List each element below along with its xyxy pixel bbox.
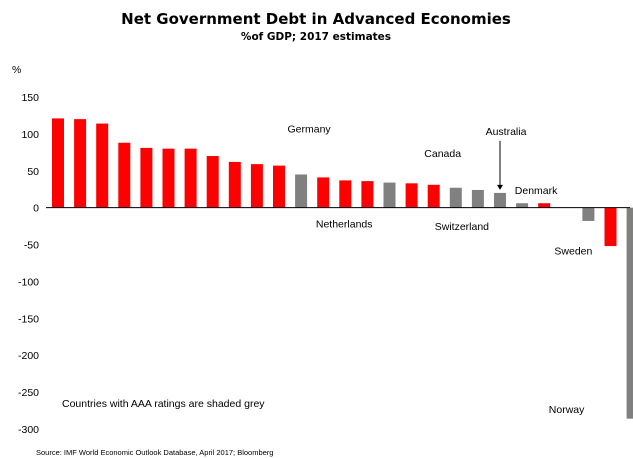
annotation-label: Netherlands (316, 218, 373, 230)
bar (449, 187, 462, 208)
y-tick-label: -50 (24, 240, 39, 252)
bar (582, 207, 595, 221)
bar (538, 203, 551, 208)
annotation-label: Canada (424, 148, 461, 160)
source-note: Source: IMF World Economic Outlook Datab… (36, 448, 273, 457)
bar (96, 123, 109, 208)
annotation-label: Switzerland (435, 221, 489, 233)
bar (516, 203, 529, 208)
y-axis-label: % (12, 64, 21, 76)
bar (74, 119, 87, 208)
bar (162, 148, 175, 208)
annotation-label: Sweden (554, 246, 592, 258)
y-tick-label: -150 (18, 313, 39, 325)
annotation-label: Denmark (515, 185, 558, 197)
aaa-note: Countries with AAA ratings are shaded gr… (62, 398, 265, 410)
y-tick-label: 50 (27, 166, 39, 178)
bar (471, 189, 484, 208)
bar (140, 147, 153, 208)
annotation-label: Australia (486, 126, 527, 138)
chart-title: Net Government Debt in Advanced Economie… (121, 10, 511, 28)
y-tick-label: 100 (21, 129, 39, 141)
bar (427, 184, 440, 208)
annotations: Germany Netherlands Canada Switzerland Austr… (288, 123, 593, 416)
y-axis-ticks: 150 100 50 0 -50 -100 -150 -200 -250 -300 (18, 92, 39, 436)
chart-subtitle: %of GDP; 2017 estimates (241, 31, 391, 43)
bar (250, 164, 263, 208)
bar (52, 118, 64, 208)
bar (361, 181, 374, 208)
bars (52, 118, 633, 419)
australia-arrow-head (497, 184, 503, 190)
y-tick-label: 0 (33, 203, 39, 215)
bar (317, 177, 330, 208)
bar (206, 156, 219, 208)
annotation-label: Norway (549, 404, 585, 416)
y-tick-label: 150 (21, 92, 39, 104)
y-tick-label: -200 (18, 350, 39, 362)
bar (228, 161, 241, 208)
bar (494, 192, 506, 208)
y-tick-label: -250 (18, 387, 39, 399)
y-tick-label: -100 (18, 276, 39, 288)
bar (295, 174, 308, 208)
annotation-label: Germany (288, 123, 332, 135)
bar (118, 142, 131, 208)
bar (383, 182, 396, 208)
bar (273, 165, 285, 208)
bar (626, 207, 633, 419)
bar (339, 180, 352, 208)
bar (405, 183, 418, 208)
bar (604, 207, 617, 247)
y-tick-label: -300 (18, 424, 39, 436)
bar (184, 148, 197, 208)
